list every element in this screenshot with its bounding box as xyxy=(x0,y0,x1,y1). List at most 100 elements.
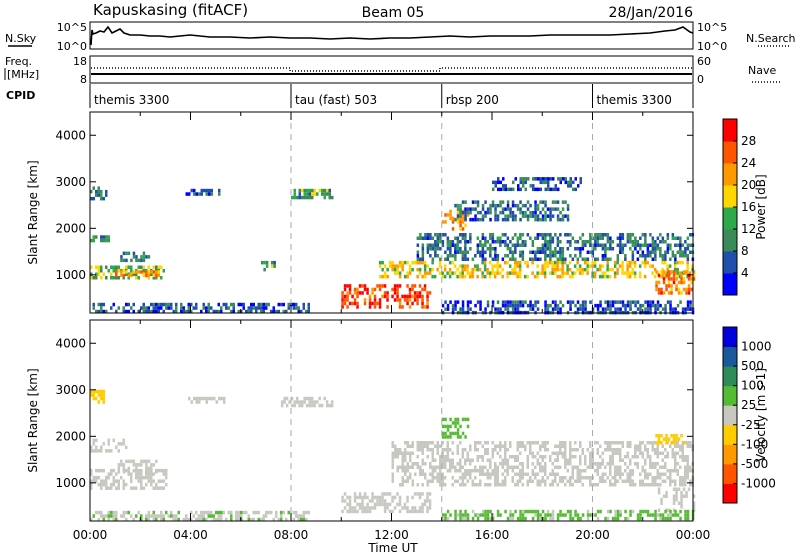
data-cell xyxy=(634,455,637,459)
data-cell xyxy=(461,472,464,476)
data-cell xyxy=(446,424,450,429)
data-cell xyxy=(564,233,567,237)
data-cell xyxy=(606,444,609,448)
data-cell xyxy=(413,284,417,288)
data-cell xyxy=(541,509,545,514)
data-cell xyxy=(609,307,612,311)
data-cell xyxy=(598,267,602,272)
data-cell xyxy=(601,451,604,455)
data-cell xyxy=(448,267,452,272)
data-cell xyxy=(426,492,429,496)
data-cell xyxy=(160,265,163,269)
data-cell xyxy=(142,459,146,464)
data-cell xyxy=(534,187,537,192)
data-cell xyxy=(363,492,367,496)
data-cell xyxy=(353,499,357,503)
data-cell xyxy=(398,271,402,275)
data-cell xyxy=(348,495,352,500)
colorbar-swatch xyxy=(723,141,737,164)
data-cell xyxy=(409,472,412,476)
data-cell xyxy=(446,240,450,244)
data-cell xyxy=(408,298,412,302)
data-cell xyxy=(561,254,565,258)
data-cell xyxy=(210,306,213,310)
data-cell xyxy=(418,506,422,510)
data-cell xyxy=(459,216,462,221)
data-cell xyxy=(441,483,444,487)
data-cell xyxy=(629,236,632,240)
data-cell xyxy=(481,455,484,459)
data-cell xyxy=(601,462,604,466)
data-cell xyxy=(614,465,617,469)
data-cell xyxy=(586,465,589,469)
data-cell xyxy=(423,267,427,272)
data-cell xyxy=(461,479,464,483)
data-cell xyxy=(428,492,432,496)
data-cell xyxy=(142,302,145,307)
data-cell xyxy=(656,513,660,517)
data-cell xyxy=(568,274,572,279)
data-cell xyxy=(674,458,677,462)
data-cell xyxy=(459,227,462,231)
data-cell xyxy=(544,236,547,240)
data-cell xyxy=(532,184,535,188)
data-cell xyxy=(496,469,499,473)
data-cell xyxy=(586,240,590,244)
data-cell xyxy=(481,207,485,211)
data-cell xyxy=(398,260,402,265)
data-cell xyxy=(237,517,240,522)
data-cell xyxy=(459,465,462,469)
data-cell xyxy=(685,291,688,295)
data-cell xyxy=(105,276,108,280)
data-cell xyxy=(439,233,442,237)
data-cell xyxy=(549,177,552,181)
data-cell xyxy=(479,483,482,487)
data-cell xyxy=(235,517,238,522)
data-cell xyxy=(684,516,687,521)
data-cell xyxy=(551,260,554,265)
data-cell xyxy=(373,294,377,299)
data-cell xyxy=(479,243,482,247)
data-cell xyxy=(135,472,138,476)
data-cell xyxy=(501,240,505,244)
data-cell xyxy=(496,271,499,275)
data-cell xyxy=(125,272,128,276)
data-cell xyxy=(655,434,658,438)
data-cell xyxy=(554,307,557,311)
data-band xyxy=(280,396,334,408)
data-cell xyxy=(646,441,649,445)
data-cell xyxy=(529,441,532,445)
data-cell xyxy=(529,257,532,261)
data-cell xyxy=(461,216,465,221)
data-cell xyxy=(544,441,547,445)
data-cell xyxy=(110,272,113,276)
data-cell xyxy=(481,254,485,258)
data-cell xyxy=(434,247,437,251)
data-cell xyxy=(147,273,151,278)
data-cell xyxy=(227,306,230,310)
data-cell xyxy=(396,448,399,452)
data-cell xyxy=(172,514,175,518)
data-cell xyxy=(661,516,665,521)
data-cell xyxy=(604,479,607,483)
data-cell xyxy=(429,233,432,237)
data-cell xyxy=(122,251,126,256)
data-cell xyxy=(298,192,301,196)
data-cell xyxy=(624,455,627,459)
data-cell xyxy=(674,509,677,514)
data-cell xyxy=(177,510,180,515)
data-cell xyxy=(441,465,444,469)
data-cell xyxy=(494,207,497,211)
data-cell xyxy=(295,306,298,310)
data-cell xyxy=(589,243,592,247)
data-cell xyxy=(641,465,644,469)
data-cell xyxy=(449,300,452,304)
data-cell xyxy=(92,396,95,401)
data-cell xyxy=(626,240,630,244)
data-cell xyxy=(353,298,357,302)
data-cell xyxy=(142,273,146,278)
data-cell xyxy=(556,444,559,448)
data-cell xyxy=(208,188,211,193)
colorbar-tick-label: 20 xyxy=(741,178,756,192)
data-cell xyxy=(160,468,163,473)
